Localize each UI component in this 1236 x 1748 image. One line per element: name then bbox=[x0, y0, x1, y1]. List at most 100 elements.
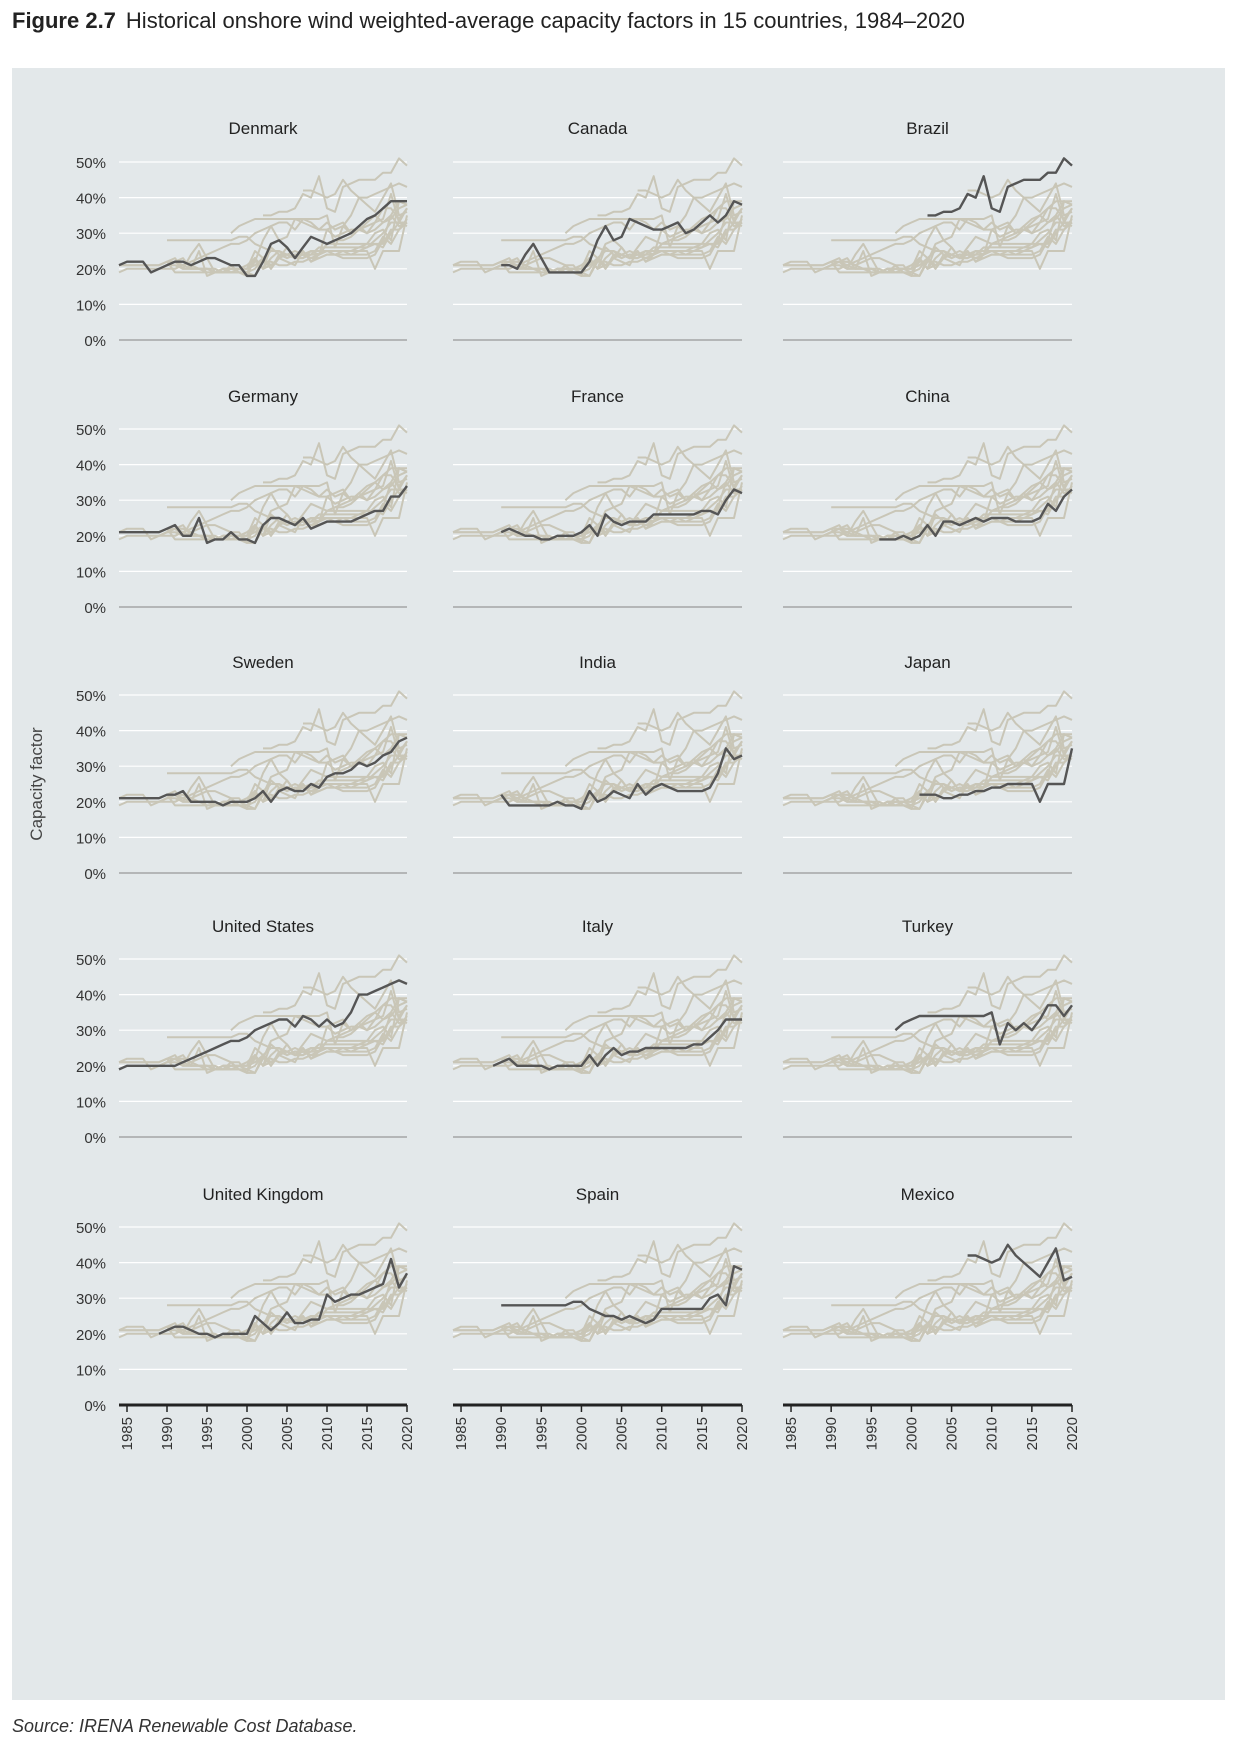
x-tick-label: 2000 bbox=[903, 1417, 920, 1450]
figure-number: Figure 2.7 bbox=[12, 8, 116, 33]
x-tick-label: 1995 bbox=[533, 1417, 550, 1450]
panel-title: United Kingdom bbox=[203, 1185, 324, 1204]
y-tick-label: 0% bbox=[84, 600, 106, 617]
background-series-line bbox=[919, 215, 1073, 270]
background-series-line bbox=[303, 975, 408, 1014]
x-tick-label: 1985 bbox=[783, 1417, 800, 1450]
background-series-line bbox=[597, 690, 743, 750]
highlight-series-line bbox=[894, 1004, 1073, 1046]
background-series-line bbox=[637, 711, 743, 750]
x-tick-label: 1995 bbox=[863, 1417, 880, 1450]
highlight-series-line bbox=[118, 199, 407, 278]
background-series-line bbox=[166, 1011, 408, 1074]
y-tick-label: 0% bbox=[84, 866, 106, 883]
background-series-line bbox=[501, 467, 743, 541]
panel-title: India bbox=[579, 653, 616, 672]
background-series-line bbox=[564, 1272, 743, 1314]
y-tick-label: 30% bbox=[76, 1291, 106, 1308]
highlight-series-line bbox=[119, 736, 408, 807]
y-tick-label: 30% bbox=[76, 493, 106, 510]
background-series-line bbox=[255, 748, 408, 803]
background-series-line bbox=[167, 997, 408, 1057]
background-series-line bbox=[637, 445, 743, 484]
x-tick-label: 2000 bbox=[239, 1417, 256, 1450]
x-tick-label: 2005 bbox=[614, 1417, 631, 1450]
y-tick-label: 40% bbox=[76, 458, 106, 475]
background-series-line bbox=[831, 1265, 1073, 1339]
x-tick-label: 2005 bbox=[944, 1417, 961, 1450]
panel-title: France bbox=[571, 387, 624, 406]
small-multiple-denmark: 0% 10% 20% 30% 40% 50% Denmark bbox=[76, 119, 408, 350]
x-tick-label: 2005 bbox=[279, 1417, 296, 1450]
small-multiple-mexico: Mexico 1985 1990 1995 2000 2005 2010 2015 2020 bbox=[782, 1185, 1081, 1450]
background-series-line bbox=[501, 733, 743, 793]
background-series-line bbox=[263, 424, 408, 484]
x-tick-label: 2020 bbox=[399, 1417, 416, 1450]
x-tick-label: 1990 bbox=[823, 1417, 840, 1450]
y-tick-label: 50% bbox=[76, 155, 106, 172]
y-tick-label: 10% bbox=[76, 830, 106, 847]
background-series-line bbox=[830, 1011, 1073, 1074]
small-multiple-japan: Japan bbox=[782, 653, 1074, 874]
y-tick-label: 30% bbox=[76, 226, 106, 243]
x-tick-label: 2020 bbox=[1064, 1417, 1081, 1450]
y-tick-label: 20% bbox=[76, 795, 106, 812]
background-series-line bbox=[501, 200, 743, 260]
y-tick-label: 50% bbox=[76, 1220, 106, 1237]
background-series-line bbox=[830, 214, 1073, 277]
small-multiple-canada: Canada bbox=[452, 119, 743, 341]
background-series-line bbox=[501, 733, 743, 807]
small-multiple-china: China bbox=[782, 387, 1073, 608]
background-series-line bbox=[167, 200, 408, 260]
background-series-line bbox=[263, 690, 408, 750]
panel-title: Turkey bbox=[902, 917, 954, 936]
y-tick-label: 40% bbox=[76, 191, 106, 208]
x-tick-label: 1990 bbox=[159, 1417, 176, 1450]
highlight-series-line bbox=[500, 488, 743, 541]
y-tick-label: 20% bbox=[76, 1327, 106, 1344]
background-series-line bbox=[230, 474, 408, 516]
panel-title: Spain bbox=[576, 1185, 619, 1204]
background-series-line bbox=[501, 997, 743, 1057]
panel-title: Italy bbox=[582, 917, 614, 936]
y-tick-label: 0% bbox=[84, 333, 106, 350]
y-tick-label: 10% bbox=[76, 1094, 106, 1111]
background-series-line bbox=[831, 200, 1073, 260]
y-tick-label: 20% bbox=[76, 529, 106, 546]
background-series-line bbox=[597, 157, 743, 217]
small-multiple-india: India bbox=[452, 653, 743, 874]
y-tick-label: 30% bbox=[76, 759, 106, 776]
background-series-line bbox=[303, 178, 408, 217]
background-series-line bbox=[263, 157, 408, 217]
panel-title: Mexico bbox=[901, 1185, 955, 1204]
small-multiple-brazil: Brazil bbox=[782, 119, 1073, 341]
background-series-line bbox=[894, 207, 1073, 249]
y-tick-label: 40% bbox=[76, 1256, 106, 1273]
small-multiple-france: France bbox=[452, 387, 743, 608]
x-tick-label: 1990 bbox=[493, 1417, 510, 1450]
background-series-line bbox=[166, 1279, 408, 1342]
highlight-series-line bbox=[158, 1257, 409, 1339]
panel-title: United States bbox=[212, 917, 314, 936]
background-series-line bbox=[830, 481, 1073, 544]
background-series-line bbox=[500, 1279, 743, 1342]
background-series-line bbox=[166, 214, 408, 277]
background-series-line bbox=[589, 748, 743, 803]
x-tick-label: 1985 bbox=[119, 1417, 136, 1450]
background-series-line bbox=[230, 1004, 408, 1046]
background-series-line bbox=[919, 1280, 1073, 1335]
background-series-line bbox=[919, 1012, 1073, 1067]
y-tick-label: 30% bbox=[76, 1023, 106, 1040]
highlight-series-line bbox=[967, 1243, 1073, 1282]
background-series-line bbox=[831, 733, 1073, 807]
y-tick-label: 50% bbox=[76, 688, 106, 705]
background-series-line bbox=[830, 1279, 1073, 1342]
panel-title: Germany bbox=[228, 387, 298, 406]
small-multiple-united-states: 0% 10% 20% 30% 40% 50% United States bbox=[76, 917, 408, 1147]
background-series-line bbox=[564, 474, 743, 516]
highlight-series-line bbox=[492, 1018, 742, 1071]
small-multiple-italy: Italy bbox=[452, 917, 743, 1138]
x-tick-label: 2010 bbox=[654, 1417, 671, 1450]
background-series-line bbox=[597, 424, 743, 484]
panel-title: China bbox=[905, 387, 950, 406]
